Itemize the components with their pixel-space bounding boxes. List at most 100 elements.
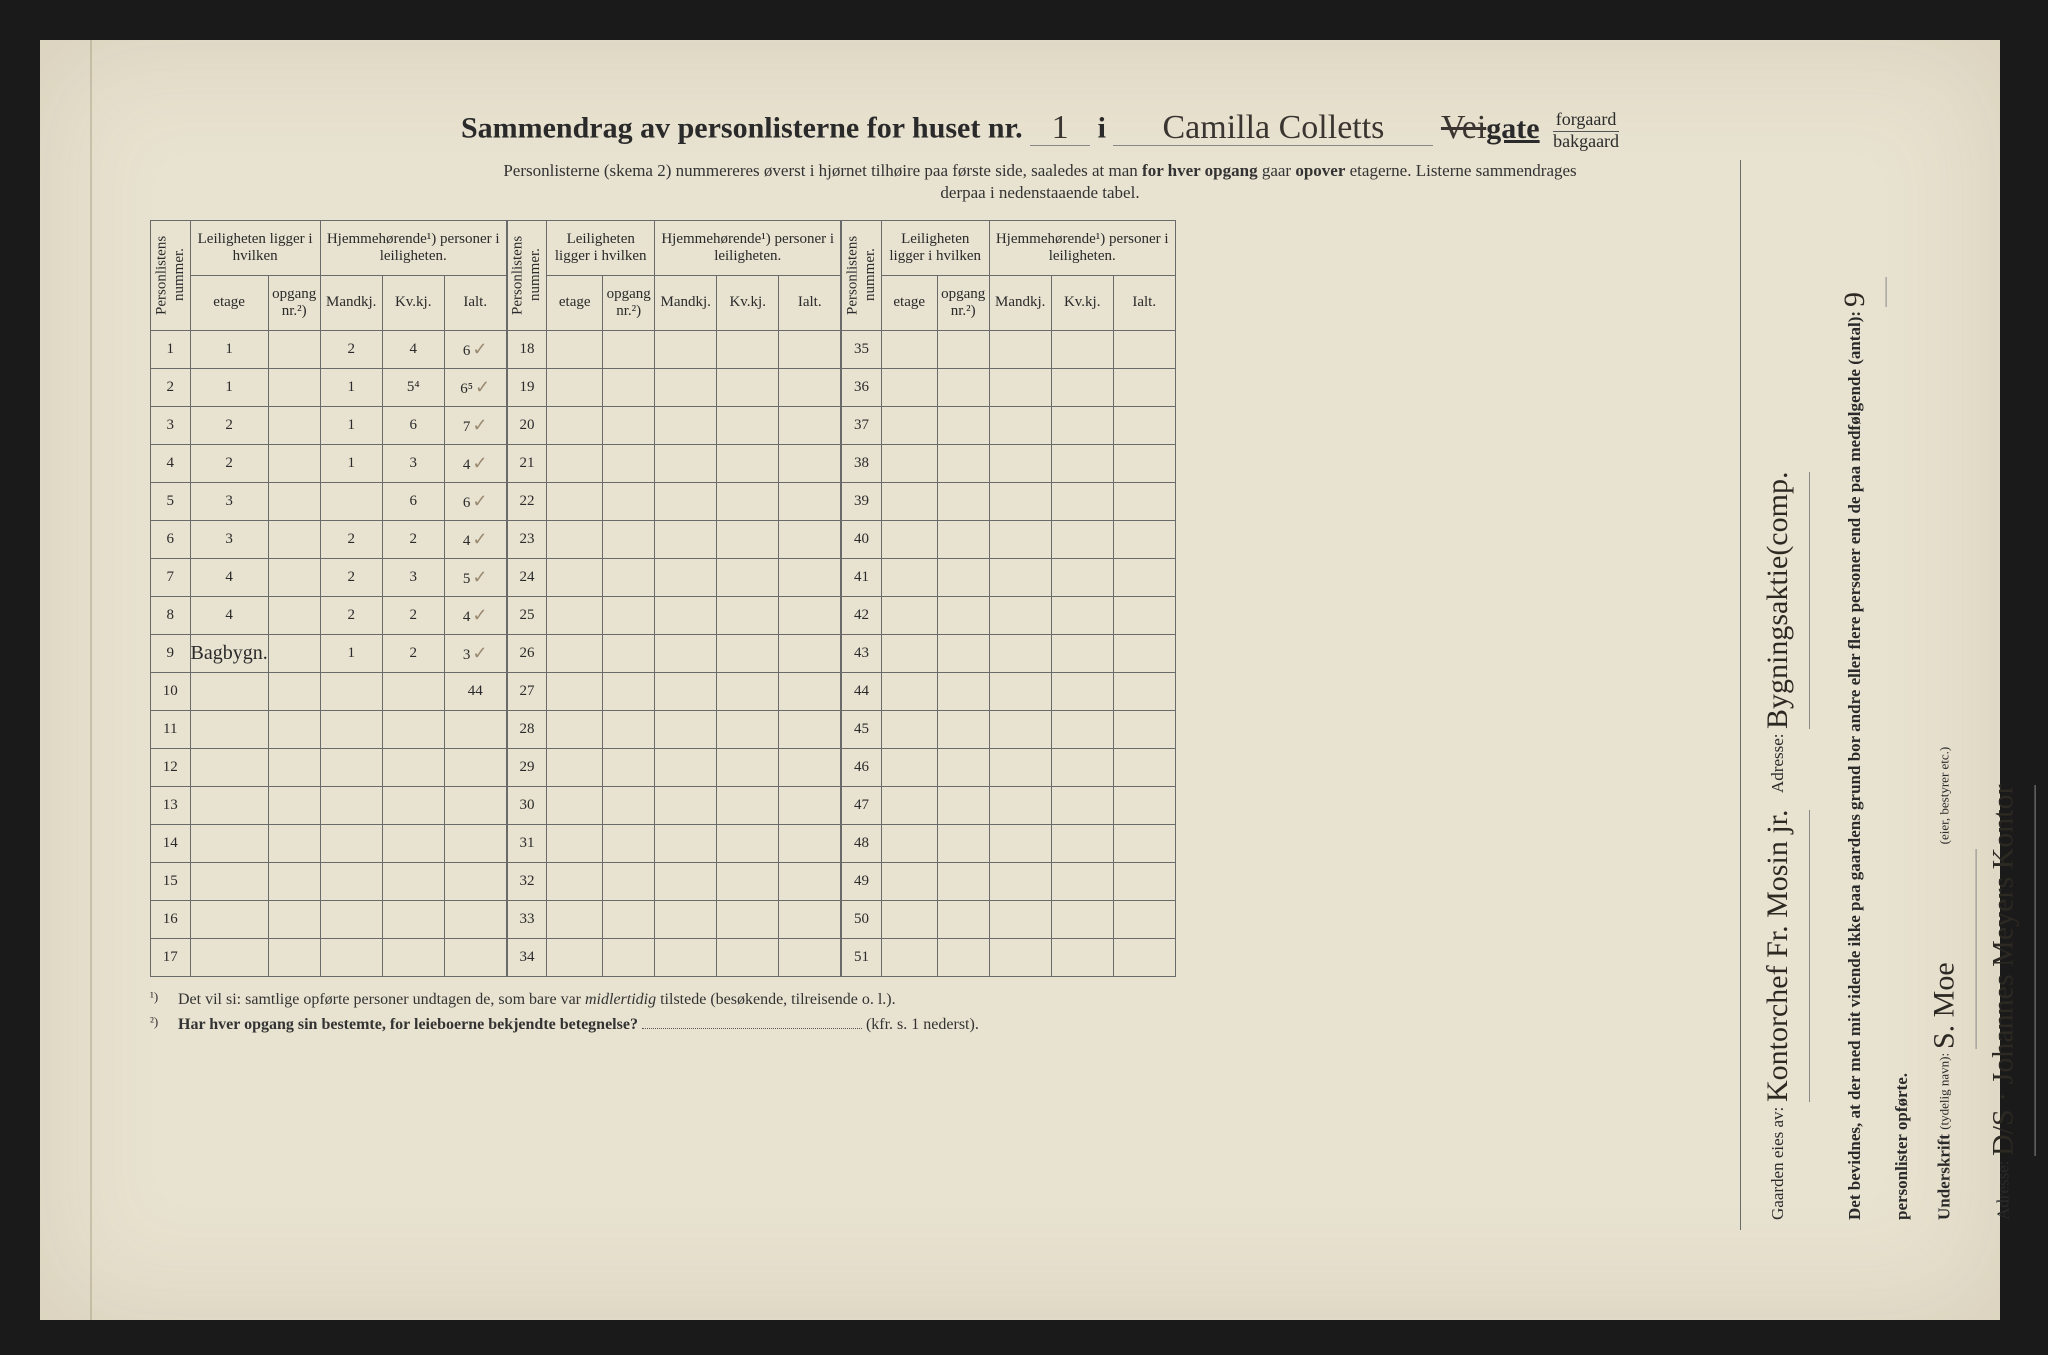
table-row: 6 3 2 2 4✓ xyxy=(151,520,507,558)
cell-mandkj xyxy=(655,330,717,368)
cell-etage: 3 xyxy=(190,482,268,520)
cell-mandkj xyxy=(655,444,717,482)
cell-kvkj: 3 xyxy=(382,558,444,596)
table-row: 24 xyxy=(507,558,841,596)
table-row: 35 xyxy=(842,330,1176,368)
cell-ialt xyxy=(779,406,841,444)
row-number: 39 xyxy=(842,482,882,520)
row-number: 35 xyxy=(842,330,882,368)
opforte-text: personlister opførte. xyxy=(1892,1073,1911,1220)
row-number: 8 xyxy=(151,596,191,634)
cell-opgang xyxy=(603,786,655,824)
owner-column: Gaarden eies av: Kontorchef Fr. Mosin jr… xyxy=(1740,160,1814,1230)
bevidnes-text: Det bevidnes, at der med mit vidende ikk… xyxy=(1845,311,1864,1220)
cell-etage xyxy=(881,406,937,444)
row-number: 43 xyxy=(842,634,882,672)
cell-ialt xyxy=(779,444,841,482)
table-row: 5 3 6 6✓ xyxy=(151,482,507,520)
cell-etage xyxy=(190,710,268,748)
cell-kvkj xyxy=(717,672,779,710)
table-row: 40 xyxy=(842,520,1176,558)
forgaard-bakgaard: forgaard bakgaard xyxy=(1553,110,1619,152)
cell-opgang xyxy=(603,520,655,558)
table-row: 23 xyxy=(507,520,841,558)
table-row: 4 2 1 3 4✓ xyxy=(151,444,507,482)
table-row: 2 1 1 5⁴ 6⁵✓ xyxy=(151,368,507,406)
check-icon: ✓ xyxy=(472,491,487,511)
cell-mandkj xyxy=(989,710,1051,748)
cell-etage xyxy=(547,824,603,862)
underskrift-label: Underskrift xyxy=(1935,1134,1954,1220)
table-row: 16 xyxy=(151,900,507,938)
col-mandkj: Mandkj. xyxy=(989,275,1051,330)
cell-etage xyxy=(547,710,603,748)
cell-opgang xyxy=(268,406,320,444)
cell-mandkj xyxy=(320,862,382,900)
col-leiligheten: Leiligheten ligger i hvilken xyxy=(881,220,989,275)
cell-kvkj xyxy=(717,558,779,596)
cell-opgang xyxy=(268,900,320,938)
cell-opgang xyxy=(937,748,989,786)
cell-etage xyxy=(190,748,268,786)
table-row: 28 xyxy=(507,710,841,748)
cell-mandkj: 1 xyxy=(320,406,382,444)
cell-opgang xyxy=(603,710,655,748)
cell-kvkj xyxy=(717,330,779,368)
table-row: 50 xyxy=(842,900,1176,938)
cell-mandkj xyxy=(655,900,717,938)
cell-ialt xyxy=(1113,368,1175,406)
cell-mandkj xyxy=(989,900,1051,938)
cell-mandkj xyxy=(320,824,382,862)
row-number: 22 xyxy=(507,482,547,520)
cell-kvkj xyxy=(1051,748,1113,786)
cell-mandkj xyxy=(989,406,1051,444)
table-row: 25 xyxy=(507,596,841,634)
check-icon: ✓ xyxy=(472,453,487,473)
cell-opgang xyxy=(603,482,655,520)
row-number: 19 xyxy=(507,368,547,406)
cell-mandkj xyxy=(655,520,717,558)
cell-ialt: 4✓ xyxy=(444,520,506,558)
cell-etage xyxy=(547,558,603,596)
street-name: Camilla Colletts xyxy=(1113,111,1433,146)
col-ialt: Ialt. xyxy=(444,275,506,330)
eier-note: (eier, bestyrer etc.) xyxy=(1937,747,1952,845)
cell-etage xyxy=(881,862,937,900)
cell-etage xyxy=(547,482,603,520)
gate-prefix: Veigate xyxy=(1441,112,1540,145)
cell-kvkj xyxy=(1051,862,1113,900)
cell-mandkj: 2 xyxy=(320,596,382,634)
adresse1-value: Bygningsaktie(comp. xyxy=(1751,472,1810,729)
cell-kvkj xyxy=(717,444,779,482)
underskrift-value: S. Moe xyxy=(1918,849,1977,1049)
cell-opgang xyxy=(268,862,320,900)
check-icon: ✓ xyxy=(472,643,487,663)
row-number: 30 xyxy=(507,786,547,824)
cell-ialt xyxy=(1113,672,1175,710)
table-row: 10 44 xyxy=(151,672,507,710)
cell-etage: 3 xyxy=(190,520,268,558)
row-number: 2 xyxy=(151,368,191,406)
cell-mandkj xyxy=(989,824,1051,862)
cell-ialt xyxy=(1113,710,1175,748)
row-number: 17 xyxy=(151,938,191,976)
cell-mandkj xyxy=(655,824,717,862)
cell-opgang xyxy=(937,862,989,900)
cell-etage xyxy=(547,444,603,482)
cell-kvkj xyxy=(382,862,444,900)
cell-etage xyxy=(547,900,603,938)
cell-mandkj xyxy=(655,672,717,710)
cell-ialt xyxy=(779,710,841,748)
cell-etage: 1 xyxy=(190,368,268,406)
col-kvkj: Kv.kj. xyxy=(1051,275,1113,330)
cell-ialt: 44 xyxy=(444,672,506,710)
table-row: 13 xyxy=(151,786,507,824)
cell-kvkj xyxy=(717,596,779,634)
cell-etage xyxy=(881,786,937,824)
cell-mandkj xyxy=(655,596,717,634)
row-number: 45 xyxy=(842,710,882,748)
check-icon: ✓ xyxy=(472,605,487,625)
table-row: 15 xyxy=(151,862,507,900)
cell-etage xyxy=(190,900,268,938)
row-number: 15 xyxy=(151,862,191,900)
